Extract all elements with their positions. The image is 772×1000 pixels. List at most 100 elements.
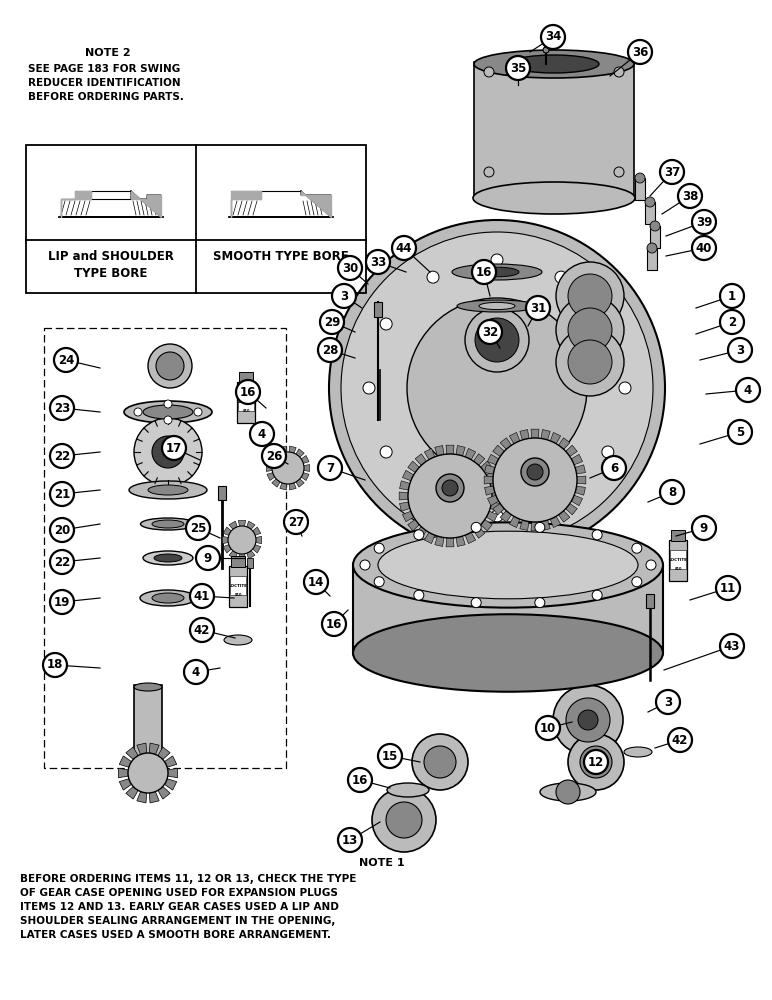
Polygon shape [61, 191, 91, 217]
Circle shape [692, 210, 716, 234]
Bar [44, 328, 286, 768]
Circle shape [678, 184, 702, 208]
Polygon shape [493, 445, 504, 456]
Circle shape [414, 530, 424, 540]
Circle shape [363, 382, 375, 394]
Circle shape [566, 698, 610, 742]
Ellipse shape [353, 522, 663, 608]
Bar [238, 392, 254, 411]
Circle shape [414, 590, 424, 600]
Polygon shape [566, 504, 577, 515]
Text: 35: 35 [510, 62, 527, 75]
Polygon shape [500, 511, 512, 522]
Polygon shape [558, 438, 570, 449]
Text: 9: 9 [204, 552, 212, 564]
Polygon shape [550, 432, 560, 444]
Polygon shape [272, 479, 280, 487]
Bar [239, 372, 253, 383]
Text: 4: 4 [744, 383, 752, 396]
Ellipse shape [475, 267, 519, 277]
Circle shape [555, 493, 567, 505]
Polygon shape [446, 445, 454, 454]
Polygon shape [126, 786, 138, 799]
Text: 23: 23 [54, 401, 70, 414]
Circle shape [692, 516, 716, 540]
Polygon shape [149, 792, 159, 803]
Polygon shape [304, 465, 310, 471]
Polygon shape [446, 538, 454, 547]
Circle shape [553, 685, 623, 755]
Polygon shape [279, 483, 287, 490]
Circle shape [465, 308, 529, 372]
Circle shape [555, 271, 567, 283]
Polygon shape [485, 486, 495, 495]
Bar [229, 576, 246, 595]
FancyBboxPatch shape [353, 565, 663, 653]
Polygon shape [473, 454, 485, 465]
Polygon shape [531, 522, 539, 531]
Polygon shape [486, 470, 497, 481]
Circle shape [162, 436, 186, 460]
Ellipse shape [474, 50, 634, 78]
Ellipse shape [152, 593, 184, 603]
Polygon shape [118, 768, 128, 778]
Circle shape [43, 653, 67, 677]
Polygon shape [435, 446, 444, 456]
Circle shape [236, 380, 260, 404]
Circle shape [728, 420, 752, 444]
Polygon shape [266, 465, 273, 471]
Circle shape [472, 260, 496, 284]
Circle shape [186, 516, 210, 540]
Polygon shape [492, 492, 501, 500]
Text: 31: 31 [530, 302, 546, 314]
Text: 3: 3 [736, 344, 744, 357]
Circle shape [442, 480, 458, 496]
Polygon shape [301, 473, 309, 481]
Circle shape [568, 340, 612, 384]
Polygon shape [575, 465, 585, 474]
Polygon shape [487, 495, 499, 506]
Circle shape [128, 753, 168, 793]
Text: 37: 37 [664, 165, 680, 178]
Circle shape [536, 716, 560, 740]
Polygon shape [137, 792, 147, 803]
Circle shape [484, 67, 494, 77]
Polygon shape [435, 536, 444, 546]
Bar [231, 556, 245, 567]
Circle shape [543, 47, 549, 53]
Polygon shape [466, 448, 476, 460]
Polygon shape [223, 545, 232, 553]
Polygon shape [229, 521, 237, 529]
Text: 16: 16 [240, 385, 256, 398]
Polygon shape [267, 473, 275, 481]
Polygon shape [577, 476, 586, 484]
Polygon shape [402, 511, 414, 522]
Circle shape [50, 396, 74, 420]
Text: 25: 25 [190, 522, 206, 534]
Text: 18: 18 [47, 658, 63, 672]
Circle shape [284, 510, 308, 534]
Polygon shape [571, 454, 583, 465]
Circle shape [602, 456, 626, 480]
Text: 42: 42 [672, 734, 688, 746]
Circle shape [338, 828, 362, 852]
Circle shape [194, 408, 202, 416]
Text: 36: 36 [631, 45, 648, 58]
Polygon shape [252, 545, 261, 553]
Circle shape [304, 570, 328, 594]
Circle shape [427, 493, 439, 505]
Bar [237, 382, 256, 423]
Circle shape [619, 382, 631, 394]
Ellipse shape [129, 481, 207, 499]
Circle shape [386, 802, 422, 838]
Circle shape [348, 768, 372, 792]
Circle shape [728, 338, 752, 362]
Circle shape [660, 480, 684, 504]
Circle shape [134, 418, 202, 486]
Bar [647, 248, 657, 270]
Circle shape [184, 660, 208, 684]
Text: 6: 6 [610, 462, 618, 475]
Circle shape [660, 160, 684, 184]
Ellipse shape [148, 485, 188, 495]
Text: 15: 15 [382, 750, 398, 762]
